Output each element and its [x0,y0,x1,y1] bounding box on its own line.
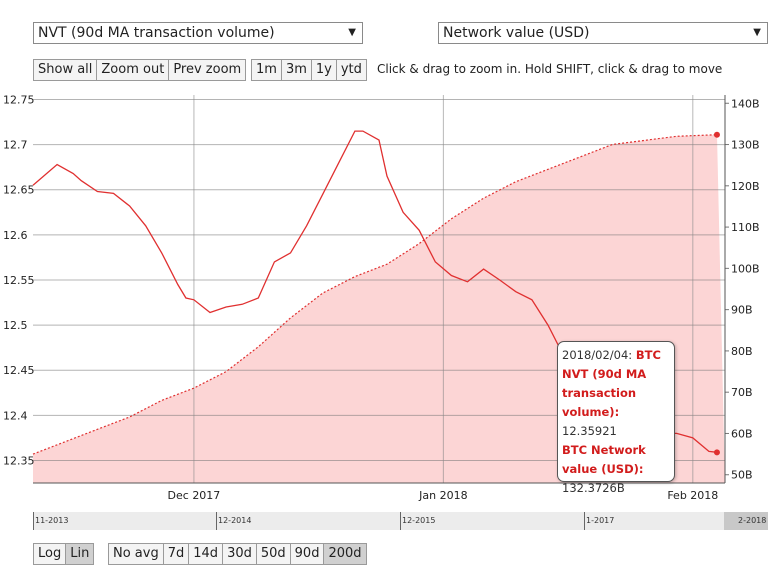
avg-200d-button[interactable]: 200d [324,544,366,564]
tooltip-series2-name: BTC Network value (USD): [562,443,646,476]
navigator-tick [33,512,34,530]
average-button-group: No avg 7d 14d 30d 50d 90d 200d [108,543,367,565]
y-right-tick-label: 90B [731,304,753,317]
network-value-line [32,134,718,455]
network-value-end-point [713,131,720,138]
x-tick-label: Dec 2017 [168,489,221,502]
y-right-tick-label: 70B [731,386,753,399]
tooltip-series1-value: 12.35921 [562,424,617,438]
y-left-tick-label: 12.75 [3,95,35,107]
y-right-tick-label: 100B [731,262,760,275]
y-left-tick-label: 12.6 [3,229,28,242]
y-left-tick-label: 12.65 [3,184,35,197]
range-1m-button[interactable]: 1m [252,60,282,80]
nvt-chart[interactable]: 12.75 12.7 12.65 12.6 12.55 12.5 12.45 12.4 12.3… [0,95,781,507]
navigator-tick [400,512,401,530]
prev-zoom-button[interactable]: Prev zoom [169,60,246,80]
y-left-tick-label: 12.4 [3,409,28,422]
y-right-tick-label: 140B [731,97,760,110]
scale-button-group: Log Lin [33,543,95,565]
y-left-tick-label: 12.55 [3,274,35,287]
avg-14d-button[interactable]: 14d [189,544,224,564]
y-right-tick-label: 50B [731,469,753,482]
navigator-tick [584,512,585,530]
range-1y-button[interactable]: 1y [311,60,337,80]
navigator-label: 1-2017 [586,516,615,525]
navigator-selection[interactable] [724,512,768,530]
avg-7d-button[interactable]: 7d [163,544,190,564]
chart-tooltip: 2018/02/04: BTC NVT (90d MA transaction … [557,341,675,495]
nvt-metric-select[interactable]: NVT (90d MA transaction volume) ▼ [33,22,363,44]
y-right-tick-label: 60B [731,427,753,440]
tooltip-series2-value: 132.3726B [562,481,625,495]
network-value-select[interactable]: Network value (USD) ▼ [438,22,768,44]
range-button-group: 1m 3m 1y ytd [251,59,367,81]
navigator-label: 11-2013 [35,516,69,525]
range-3m-button[interactable]: 3m [281,60,312,80]
nvt-metric-select-value: NVT (90d MA transaction volume) [38,25,275,41]
no-avg-button[interactable]: No avg [109,544,164,564]
range-ytd-button[interactable]: ytd [336,60,366,80]
zoom-button-group: Show all Zoom out Prev zoom [33,59,247,81]
y-right-tick-label: 110B [731,221,760,234]
nvt-end-point [713,449,720,456]
avg-90d-button[interactable]: 90d [290,544,325,564]
y-left-tick-label: 12.35 [3,454,35,467]
show-all-button[interactable]: Show all [34,60,98,80]
y-left-tick-label: 12.7 [3,139,28,152]
x-tick-label: Jan 2018 [418,489,467,502]
network-value-select-value: Network value (USD) [443,25,590,41]
navigator-label: 12-2014 [218,516,252,525]
avg-30d-button[interactable]: 30d [223,544,257,564]
y-right-tick-label: 130B [731,139,760,152]
linear-scale-button[interactable]: Lin [66,544,94,564]
y-right-tick-label: 120B [731,180,760,193]
zoom-hint-text: Click & drag to zoom in. Hold SHIFT, cli… [377,62,723,76]
x-tick-label: Feb 2018 [667,489,718,502]
network-value-area [33,134,725,483]
navigator-label: 12-2015 [402,516,436,525]
log-scale-button[interactable]: Log [34,544,67,564]
tooltip-series1-name: BTC NVT (90d MA transaction volume): [562,348,661,419]
avg-50d-button[interactable]: 50d [256,544,291,564]
navigator-label: 2-2018 [738,516,767,525]
y-left-tick-label: 12.45 [3,364,35,377]
y-left-tick-label: 12.5 [3,319,28,332]
y-right-tick-label: 80B [731,345,753,358]
tooltip-date: 2018/02/04: [562,348,633,362]
chevron-down-icon: ▼ [348,27,356,38]
chevron-down-icon: ▼ [753,27,761,38]
navigator-tick [216,512,217,530]
zoom-out-button[interactable]: Zoom out [97,60,170,80]
